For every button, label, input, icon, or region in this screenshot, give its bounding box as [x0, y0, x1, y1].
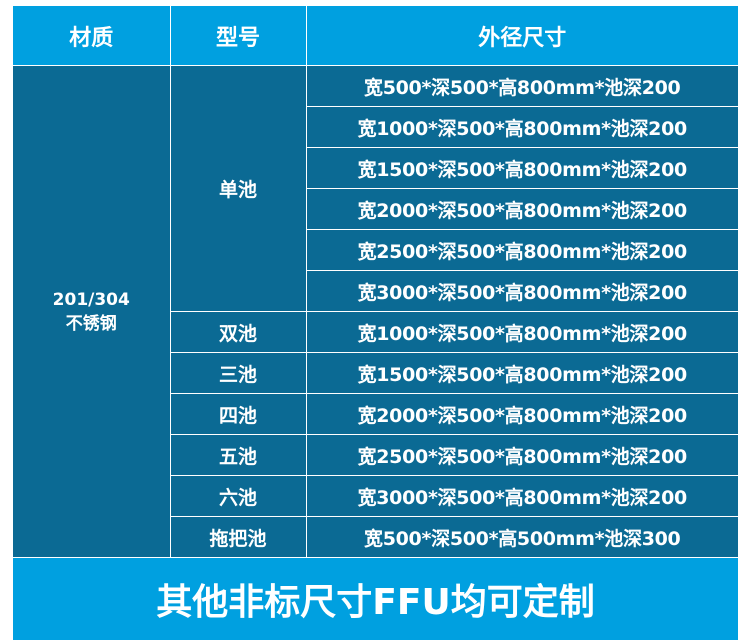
model-cell: 双池 — [170, 311, 307, 353]
table-header-row: 材质 型号 外径尺寸 — [13, 6, 738, 66]
size-cell: 宽1500*深500*高800mm*池深200 — [305, 352, 738, 394]
model-cell: 三池 — [170, 352, 307, 394]
material-type: 不锈钢 — [65, 313, 117, 334]
size-cell: 宽2000*深500*高800mm*池深200 — [305, 393, 738, 435]
size-cell: 宽2500*深500*高800mm*池深200 — [306, 229, 738, 271]
size-cell: 宽3000*深500*高800mm*池深200 — [306, 270, 738, 312]
size-cell: 宽2500*深500*高800mm*池深200 — [305, 434, 738, 476]
size-cell: 宽2000*深500*高800mm*池深200 — [306, 188, 738, 230]
table-body: 201/304 不锈钢 单池 宽500*深500*高800mm*池深200 宽1000*… — [13, 65, 738, 558]
table-row: 宽2500*深500*高800mm*池深200 — [13, 229, 738, 271]
table-row: 拖把池 宽500*深500*高500mm*池深300 — [13, 516, 738, 558]
size-cell: 宽1000*深500*高800mm*池深200 — [306, 106, 738, 148]
table-row: 双池 宽1000*深500*高800mm*池深200 — [13, 311, 738, 353]
header-model: 型号 — [169, 6, 307, 66]
model-cell: 四池 — [170, 393, 307, 435]
table-row: 201/304 不锈钢 单池 宽500*深500*高800mm*池深200 — [13, 65, 738, 558]
header-size: 外径尺寸 — [305, 6, 738, 66]
model-cell: 六池 — [170, 475, 307, 517]
table-row: 三池 宽1500*深500*高800mm*池深200 — [13, 352, 738, 394]
material-grade: 201/304 — [52, 289, 130, 310]
model-cell: 拖把池 — [170, 516, 307, 558]
size-cell: 宽500*深500*高500mm*池深300 — [305, 516, 738, 558]
table-row: 宽1000*深500*高800mm*池深200 — [13, 106, 738, 148]
spec-table-container: 材质 型号 外径尺寸 201/304 不锈钢 单池 宽500*深500*高800mm*… — [13, 6, 738, 558]
size-cell: 宽1500*深500*高800mm*池深200 — [306, 147, 738, 189]
model-cell: 单池 — [169, 65, 307, 312]
table-row: 宽1500*深500*高800mm*池深200 — [13, 147, 738, 189]
size-cell: 宽3000*深500*高800mm*池深200 — [305, 475, 738, 517]
size-cell: 宽500*深500*高800mm*池深200 — [305, 65, 738, 107]
footer-banner: 其他非标尺寸FFU均可定制 — [13, 558, 738, 640]
header-material: 材质 — [13, 6, 171, 66]
model-cell: 五池 — [170, 434, 307, 476]
spec-table: 材质 型号 外径尺寸 201/304 不锈钢 单池 宽500*深500*高800mm*… — [13, 6, 738, 558]
table-row: 四池 宽2000*深500*高800mm*池深200 — [13, 393, 738, 435]
table-row: 五池 宽2500*深500*高800mm*池深200 — [13, 434, 738, 476]
material-cell: 201/304 不锈钢 — [13, 65, 171, 558]
size-cell: 宽1000*深500*高800mm*池深200 — [305, 311, 738, 353]
table-row: 宽2000*深500*高800mm*池深200 — [13, 188, 738, 230]
table-row: 宽3000*深500*高800mm*池深200 — [13, 270, 738, 312]
